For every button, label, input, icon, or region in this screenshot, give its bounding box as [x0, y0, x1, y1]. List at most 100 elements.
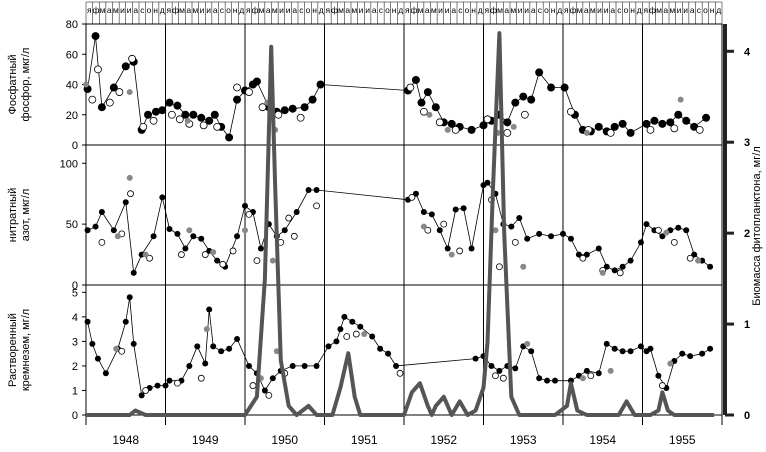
data-point-filled	[420, 208, 427, 215]
data-point-open	[695, 125, 704, 134]
data-point-filled	[313, 362, 320, 369]
month-label: а	[584, 5, 589, 15]
month-label: а	[107, 5, 112, 15]
y-tick-label: 4	[72, 312, 78, 324]
data-point-filled	[301, 362, 308, 369]
data-point-filled	[460, 205, 467, 212]
data-point-filled	[699, 350, 706, 357]
month-label: о	[147, 5, 152, 15]
data-point-filled	[186, 362, 193, 369]
data-point-open	[265, 391, 273, 399]
data-point-filled	[594, 122, 603, 131]
month-label: и	[127, 5, 132, 15]
data-point-filled	[637, 343, 644, 350]
month-label: м	[113, 5, 119, 15]
data-point-filled	[595, 370, 602, 377]
data-point-open	[646, 125, 655, 134]
y-tick-label: 0	[72, 410, 78, 422]
data-point-filled	[512, 365, 519, 372]
right-tick-label: 3	[744, 137, 750, 149]
month-label: я	[87, 5, 92, 15]
data-point-filled	[527, 95, 536, 104]
data-point-filled	[679, 350, 686, 357]
data-point-gray	[142, 251, 149, 258]
data-point-open	[128, 54, 137, 63]
data-point-filled	[349, 318, 356, 325]
data-point-filled	[181, 110, 190, 119]
data-point-filled	[702, 113, 711, 122]
data-point-filled	[122, 318, 129, 325]
data-point-filled	[472, 355, 479, 362]
data-point-filled	[165, 98, 174, 107]
data-point-filled	[234, 335, 241, 342]
data-point-gray	[242, 227, 248, 234]
data-point-filled	[674, 110, 683, 119]
data-point-filled	[91, 32, 100, 41]
year-label: 1948	[112, 433, 139, 447]
month-label: м	[510, 5, 516, 15]
data-point-filled	[452, 206, 459, 213]
data-point-filled	[84, 318, 91, 325]
month-label: и	[279, 5, 284, 15]
data-point-filled	[707, 263, 714, 270]
y-tick-label: 0	[72, 280, 78, 292]
month-label: с	[697, 5, 702, 15]
month-label: с	[538, 5, 543, 15]
data-point-filled	[528, 348, 535, 355]
data-point-open	[118, 347, 126, 355]
data-point-filled	[393, 362, 400, 369]
data-point-filled	[444, 245, 451, 252]
data-point-filled	[151, 107, 160, 116]
data-point-open	[655, 226, 662, 234]
month-label: с	[140, 5, 145, 15]
data-point-open	[274, 110, 283, 119]
data-point-filled	[308, 95, 317, 104]
month-label: а	[425, 5, 430, 15]
month-label: и	[445, 5, 450, 15]
data-point-filled	[548, 233, 555, 240]
data-point-filled	[519, 92, 528, 101]
data-point-filled	[257, 245, 264, 252]
month-label: я	[564, 5, 569, 15]
data-point-gray	[273, 348, 280, 355]
data-point-open	[149, 116, 158, 125]
month-label: я	[485, 5, 490, 15]
data-point-filled	[560, 83, 569, 92]
data-point-open	[440, 220, 448, 228]
data-point-filled	[595, 245, 602, 252]
data-point-filled	[150, 233, 157, 240]
month-label: м	[590, 5, 596, 15]
data-point-open	[175, 115, 184, 124]
data-point-open	[146, 254, 154, 262]
y-axis-label: нитратныйазот, мкг/л	[7, 188, 32, 242]
data-point-filled	[288, 104, 297, 113]
month-label: м	[418, 5, 424, 15]
month-label: д	[398, 5, 403, 15]
data-point-filled	[94, 355, 101, 362]
data-point-open	[686, 254, 694, 262]
data-point-open	[285, 214, 293, 222]
month-label: о	[306, 5, 311, 15]
data-point-filled	[603, 340, 610, 347]
data-point-filled	[337, 326, 344, 333]
data-point-gray	[599, 269, 606, 276]
data-point-open	[233, 83, 241, 92]
data-point-filled	[675, 224, 682, 231]
y-tick-label: 20	[66, 110, 78, 122]
data-point-filled	[484, 179, 491, 186]
data-point-open	[424, 226, 432, 234]
data-point-filled	[467, 125, 476, 134]
data-point-filled	[431, 103, 440, 112]
data-point-open	[253, 257, 261, 265]
month-label: а	[345, 5, 350, 15]
data-point-filled	[411, 75, 420, 84]
month-label: а	[690, 5, 695, 15]
month-label: а	[292, 5, 297, 15]
data-point-open	[495, 263, 503, 271]
month-label: и	[438, 5, 443, 15]
data-point-gray	[83, 81, 89, 88]
data-point-open	[94, 65, 102, 74]
data-point-filled	[647, 345, 654, 352]
data-point-gray	[583, 129, 590, 136]
